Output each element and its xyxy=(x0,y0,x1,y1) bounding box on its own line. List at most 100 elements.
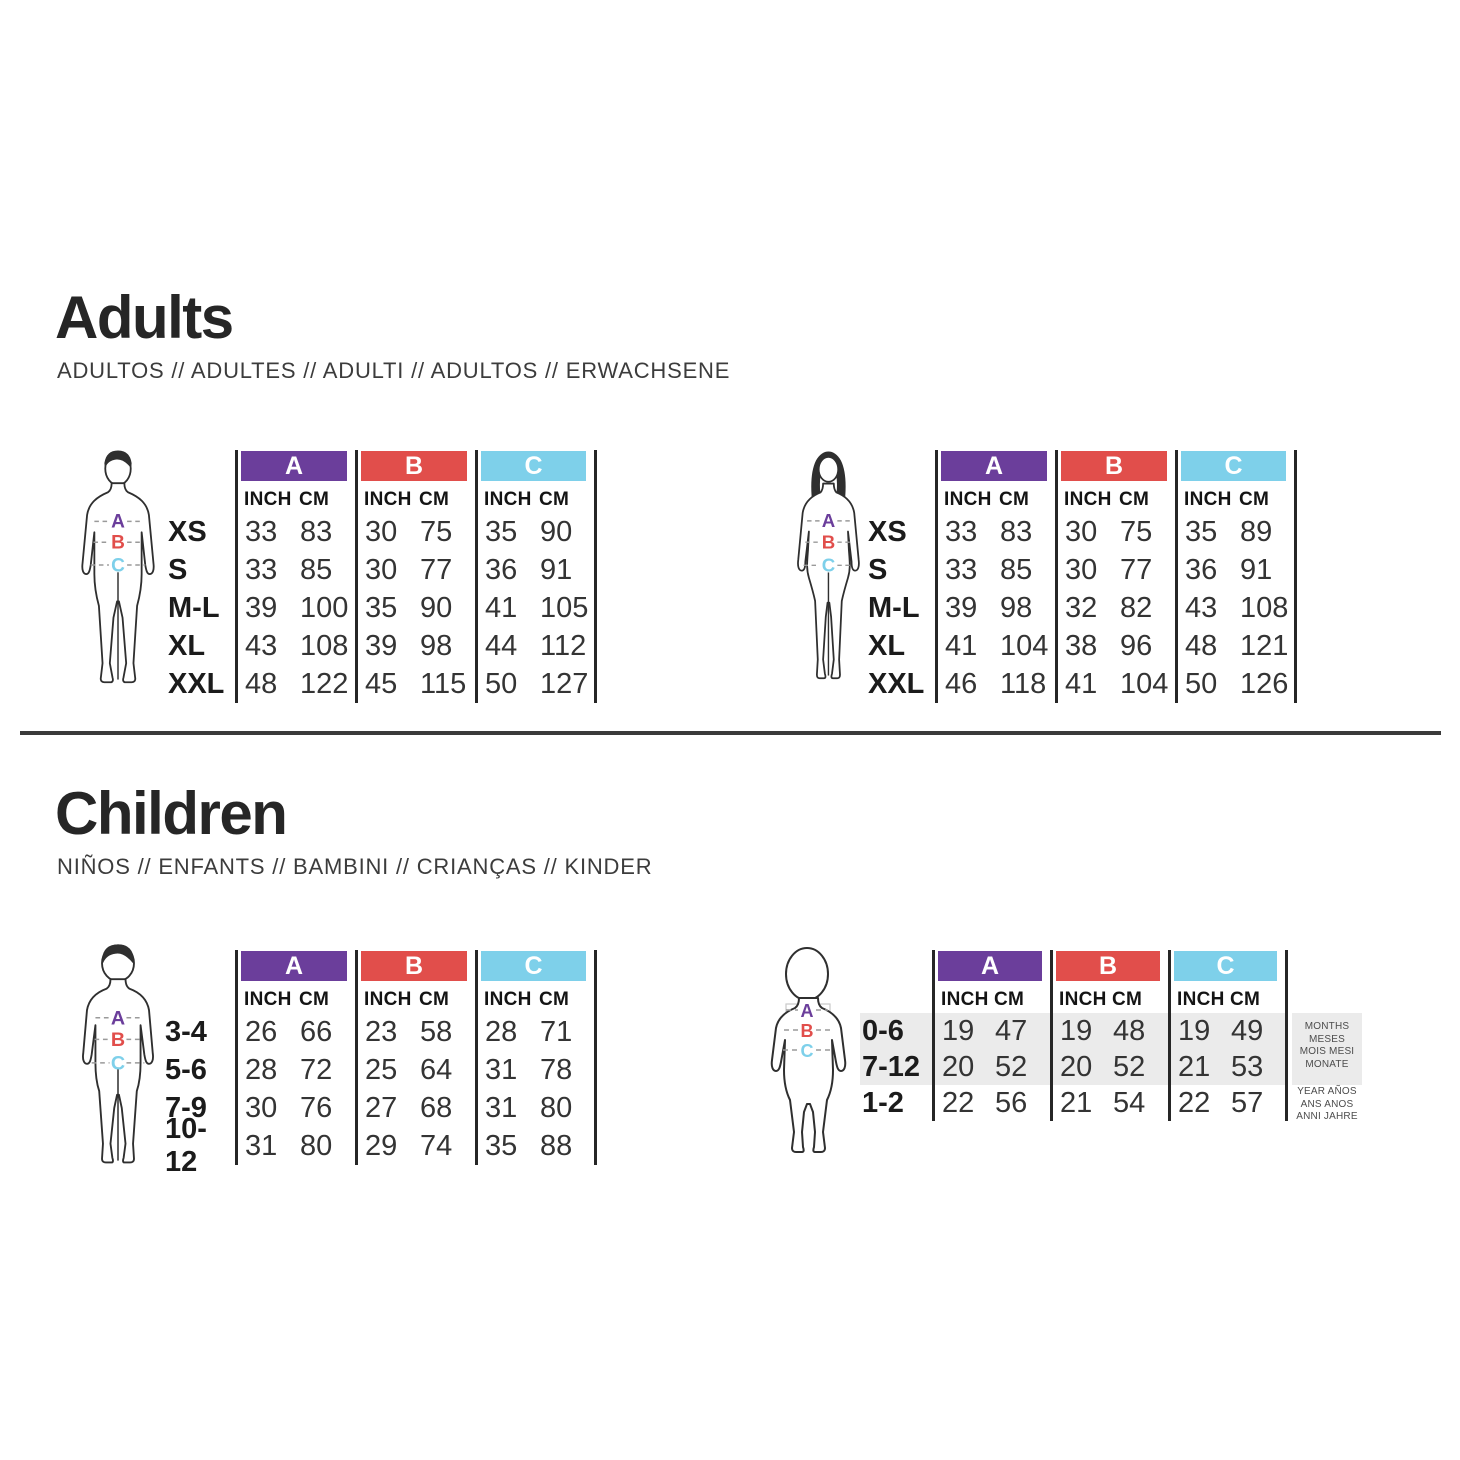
cell-inch: 33 xyxy=(235,551,293,589)
baby-months-annotation: MONTHS MESES MOIS MESI MONATE xyxy=(1292,1013,1362,1085)
measure-c-header: C xyxy=(481,951,586,981)
unit-cm: CM xyxy=(1112,988,1143,1010)
annotation-line: MONTHS xyxy=(1304,1021,1350,1032)
cell-cm: 75 xyxy=(420,515,453,548)
cell-cm: 54 xyxy=(1113,1086,1146,1119)
size-label: M-L xyxy=(168,591,220,624)
unit-cm: CM xyxy=(533,486,597,513)
measure-a-header: A xyxy=(241,451,347,481)
cell-inch: 35 xyxy=(355,589,413,627)
child-figure-icon: A B C xyxy=(82,944,154,1164)
cell-cm: 121 xyxy=(1233,627,1297,665)
size-label: XS xyxy=(168,515,207,548)
cell-inch: 31 xyxy=(235,1127,293,1165)
cell-inch: 38 xyxy=(1055,627,1113,665)
cell-inch: 50 xyxy=(475,665,533,703)
size-label: XS xyxy=(868,515,907,548)
cell-inch: 44 xyxy=(475,627,533,665)
cell-cm: 52 xyxy=(988,1049,1050,1085)
cell-inch: 19 xyxy=(1050,1013,1106,1049)
size-label: XXL xyxy=(868,667,925,700)
cell-inch: 39 xyxy=(235,589,293,627)
unit-inch: INCH xyxy=(355,986,413,1013)
cell-cm: 77 xyxy=(420,553,453,586)
baby-figure-icon: A B C xyxy=(770,947,847,1153)
cell-cm: 47 xyxy=(988,1013,1050,1049)
cell-inch: 33 xyxy=(935,551,993,589)
unit-inch: INCH xyxy=(935,486,993,513)
cell-inch: 35 xyxy=(475,513,533,551)
cell-inch: 19 xyxy=(1168,1013,1224,1049)
size-label: 5-6 xyxy=(165,1053,207,1086)
cell-inch: 30 xyxy=(355,551,413,589)
adults-title: Adults xyxy=(55,284,234,351)
cell-cm: 91 xyxy=(1233,551,1297,589)
cell-inch: 41 xyxy=(935,627,993,665)
cell-inch: 30 xyxy=(355,513,413,551)
measure-c-letter: C xyxy=(822,555,835,576)
cell-cm: 74 xyxy=(420,1129,453,1162)
measure-b-letter: B xyxy=(822,531,835,552)
cell-inch: 19 xyxy=(932,1013,988,1049)
cell-cm: 108 xyxy=(1233,589,1297,627)
measure-b-letter: B xyxy=(111,1029,125,1051)
cell-inch: 21 xyxy=(1168,1049,1224,1085)
cell-inch: 48 xyxy=(235,665,293,703)
cell-cm: 127 xyxy=(533,665,597,703)
cell-inch: 20 xyxy=(932,1049,988,1085)
cell-inch: 41 xyxy=(475,589,533,627)
cell-inch: 30 xyxy=(1055,513,1113,551)
annotation-line: MONATE xyxy=(1305,1058,1349,1070)
size-label: S xyxy=(868,553,888,586)
cell-inch: 36 xyxy=(1175,551,1233,589)
measure-c-header: C xyxy=(481,451,586,481)
cell-cm: 85 xyxy=(1000,553,1033,586)
size-label: M-L xyxy=(868,591,920,624)
cell-cm: 72 xyxy=(300,1053,333,1086)
unit-cm: CM xyxy=(999,488,1030,510)
measure-a-letter: A xyxy=(111,1007,125,1029)
section-divider xyxy=(20,731,1441,735)
measure-a-header: A xyxy=(941,451,1047,481)
cell-inch: 31 xyxy=(475,1089,533,1127)
cell-inch: 23 xyxy=(355,1013,413,1051)
cell-inch: 36 xyxy=(475,551,533,589)
cell-cm: 98 xyxy=(420,629,453,662)
cell-cm: 49 xyxy=(1224,1013,1288,1049)
unit-cm: CM xyxy=(299,488,330,510)
annotation-line: ANNI JAHRE xyxy=(1296,1111,1358,1122)
size-label: XL xyxy=(168,629,206,662)
cell-cm: 83 xyxy=(300,515,333,548)
cell-inch: 33 xyxy=(935,513,993,551)
cell-cm: 112 xyxy=(533,627,597,665)
children-title: Children xyxy=(55,780,288,847)
cell-inch: 31 xyxy=(475,1051,533,1089)
male-figure-icon: A B C xyxy=(81,450,155,684)
cell-inch: 21 xyxy=(1050,1085,1106,1121)
unit-cm: CM xyxy=(533,986,597,1013)
size-label: 3-4 xyxy=(165,1015,207,1048)
cell-inch: 32 xyxy=(1055,589,1113,627)
cell-inch: 22 xyxy=(1168,1085,1224,1121)
cell-inch: 43 xyxy=(1175,589,1233,627)
cell-cm: 71 xyxy=(533,1013,597,1051)
size-label: 7-9 xyxy=(165,1091,207,1124)
cell-cm: 83 xyxy=(1000,515,1033,548)
cell-cm: 68 xyxy=(420,1091,453,1124)
unit-cm: CM xyxy=(419,488,450,510)
baby-years-annotation: YEAR AÑOS ANS ANOS ANNI JAHRE xyxy=(1292,1086,1362,1124)
unit-cm: CM xyxy=(994,988,1025,1010)
cell-inch: 41 xyxy=(1055,665,1113,703)
measure-a-letter: A xyxy=(801,1001,814,1021)
children-subtitle: NIÑOS // ENFANTS // BAMBINI // CRIANÇAS … xyxy=(57,854,653,879)
unit-cm: CM xyxy=(1224,986,1288,1013)
size-label: XXL xyxy=(168,667,225,700)
size-label: 10-12 xyxy=(165,1113,207,1178)
measure-c-letter: C xyxy=(801,1041,814,1061)
cell-cm: 66 xyxy=(300,1015,333,1048)
annotation-line: YEAR AÑOS xyxy=(1297,1086,1357,1097)
cell-cm: 118 xyxy=(1000,667,1047,700)
measure-a-header: A xyxy=(938,951,1042,981)
cell-inch: 35 xyxy=(1175,513,1233,551)
